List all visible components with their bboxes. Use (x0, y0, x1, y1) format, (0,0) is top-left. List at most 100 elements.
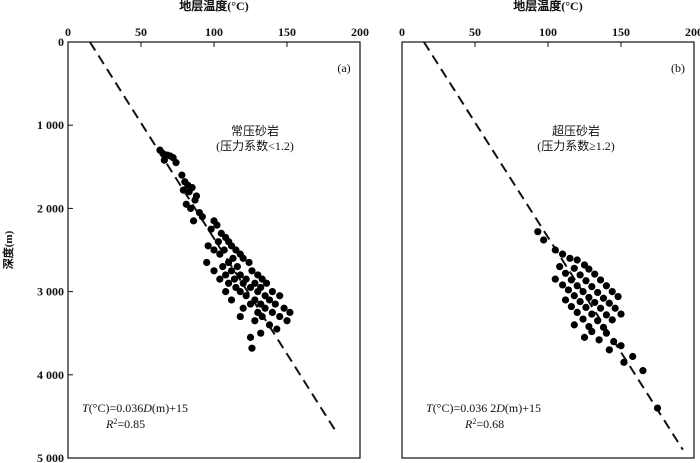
panel-b-eq-var: D (495, 401, 505, 415)
panel-a-point-6 (172, 159, 180, 167)
panel-b-point-3 (559, 250, 567, 258)
panel-a-point-25 (214, 238, 222, 246)
panel-a-point-65 (227, 296, 236, 304)
panel-b-point-14 (567, 276, 575, 284)
panel-a-point-32 (216, 250, 224, 258)
panel-b-point-31 (591, 298, 599, 307)
panel-b-point-9 (585, 265, 593, 273)
panel-a-eq-mid: (°C)=0.036 (89, 401, 144, 415)
panel-a-eq-var: D (142, 401, 152, 415)
panel-a-point-16 (191, 196, 199, 204)
panel-a-point-58 (222, 288, 230, 296)
panel-a-point-5 (160, 156, 168, 164)
panel-b-point-53 (605, 346, 613, 354)
panel-a-trend-line (89, 41, 338, 434)
panel-a-point-64 (276, 292, 284, 300)
panel-a-eq-symbol: T (82, 401, 90, 415)
panel-a-point-75 (268, 308, 276, 316)
panel-b-point-25 (570, 292, 578, 300)
panel-a-point-39 (233, 263, 241, 271)
panel-b-point-30 (576, 297, 584, 306)
panel-a-xlabel: 地层温度(°C) (179, 0, 248, 13)
panel-b-point-54 (629, 352, 637, 361)
panel-b-equation: T(°C)=0.036 2D(m)+15 (426, 401, 541, 415)
panel-b-point-41 (579, 315, 587, 323)
panel-b-point-40 (617, 310, 625, 318)
panel-b-point-5 (573, 256, 581, 264)
panel-b-point-23 (594, 288, 602, 297)
panel-b-eq-mid: (°C)=0.036 2 (433, 401, 497, 415)
panel-a-label: (a) (337, 61, 350, 75)
panel-a-ytick-label-5: 5 000 (37, 451, 64, 463)
panel-a-point-80 (283, 317, 291, 325)
panel-b-point-7 (556, 263, 564, 271)
panel-a-ytick-label-2: 2 000 (37, 201, 64, 215)
panel-b-point-29 (561, 296, 570, 304)
panel-a-ticks: 0 50 100 150 200 0 1 000 2 000 3 000 4 000 5 000 (37, 25, 369, 463)
panel-b-point-55 (620, 358, 628, 366)
panel-b-xtick-label-4: 200 (685, 25, 700, 39)
panel-a-ytick-label-4: 4 000 (37, 368, 64, 382)
panel-a-point-71 (239, 304, 247, 312)
panel-b-point-36 (611, 304, 619, 312)
panel-a-xtick-label-0: 0 (65, 25, 71, 39)
panel-b-point-26 (585, 293, 593, 302)
panel-b-point-10 (561, 269, 570, 277)
panel-a-point-86 (248, 344, 256, 352)
panel-a-point-43 (248, 267, 256, 275)
panel-a-point-40 (245, 258, 253, 267)
panel-a-point-21 (213, 221, 221, 229)
panel-b-point-34 (582, 303, 590, 312)
panel-b-trend-line (423, 41, 684, 451)
panel-a-point-10 (179, 186, 187, 194)
panel-a-xtick-label-3: 150 (278, 25, 296, 39)
panel-a-point-81 (251, 317, 259, 325)
panel-a-point-42 (227, 267, 236, 275)
panel-b-point-11 (576, 271, 584, 279)
panel-b-point-46 (599, 323, 608, 331)
panel-b-point-33 (567, 302, 575, 311)
panel-a-point-38 (219, 263, 227, 271)
panel-b-point-39 (602, 311, 611, 319)
panel-a-point-29 (210, 246, 218, 254)
panel-b-r2: R2=0.68 (464, 417, 504, 432)
panel-a-xtick-label-1: 50 (135, 25, 147, 39)
panel-a-point-12 (188, 184, 196, 192)
panel-a-point-45 (236, 271, 244, 279)
panel-b-point-56 (639, 367, 647, 375)
panel-a-point-78 (258, 312, 266, 321)
panel-a-r2-text: =0.85 (117, 417, 145, 431)
panel-a-point-84 (257, 329, 265, 337)
panel-b-point-19 (588, 283, 596, 291)
panel-b-point-18 (573, 282, 581, 290)
panel-b-point-12 (591, 270, 599, 278)
panel-b-r2-text: =0.68 (476, 417, 504, 431)
panel-b-point-37 (573, 308, 581, 316)
panel-a-point-37 (239, 254, 247, 262)
panel-a-r2: R2=0.85 (105, 417, 145, 432)
panel-a-point-67 (265, 296, 274, 304)
panel-a-point-62 (242, 292, 250, 300)
panel-b-point-48 (602, 329, 611, 337)
panel-b-annotation-line-2: (压力系数≥1.2) (537, 138, 615, 153)
panel-b-point-24 (608, 288, 616, 296)
panel-a-xtick-label-2: 100 (205, 25, 223, 39)
panel-a-points (156, 146, 294, 352)
panel-a-point-79 (276, 312, 284, 321)
panel-b-annotation-line-1: 超压砂岩 (552, 123, 600, 138)
panel-b-point-52 (617, 342, 625, 350)
panel-a-point-85 (246, 333, 255, 341)
panel-a-point-52 (239, 279, 247, 287)
panel-a-point-18 (198, 213, 206, 221)
panel-b-point-16 (596, 276, 605, 284)
panel-a-ytick-label-3: 3 000 (37, 285, 64, 299)
panel-a: 地层温度(°C) 深度(m) (a) 常压砂岩 (压力系数<1.2) 0 50 10… (1, 0, 369, 463)
panel-b: 地层温度(°C) (b) 超压砂岩 (压力系数≥1.2) 0 50 100 150 20… (399, 0, 700, 459)
panel-b-point-38 (588, 310, 596, 318)
panel-b-point-21 (564, 286, 573, 294)
panel-a-xtick-label-4: 200 (351, 25, 369, 39)
panel-b-point-0 (534, 228, 542, 236)
panel-b-point-43 (608, 316, 616, 324)
panel-b-point-44 (570, 321, 578, 329)
